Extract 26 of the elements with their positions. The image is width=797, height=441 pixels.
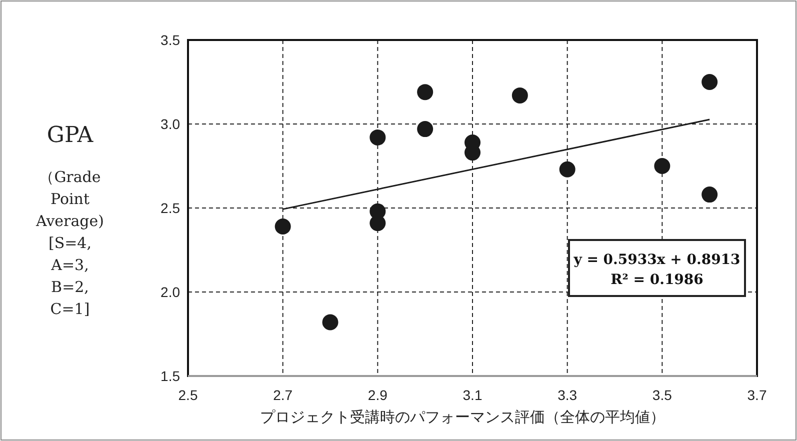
- point: [654, 158, 670, 174]
- point: [559, 161, 576, 178]
- y-axis-title: GPA （Grade Point Average) [S=4, A=3, B=2, C=1]: [34, 123, 104, 318]
- annotation: y = 0.5933x + 0.8913 R² = 0.1986: [572, 252, 740, 288]
- point: [702, 74, 718, 90]
- point: [370, 215, 386, 232]
- x-tick-label: 3.7: [747, 387, 767, 403]
- y-tick-label: 1.5: [160, 368, 180, 384]
- point: [370, 129, 386, 146]
- point: [322, 314, 338, 330]
- point: [274, 218, 291, 234]
- x-tick-label: 3.3: [558, 387, 578, 403]
- y-tick-label: 3.0: [160, 116, 180, 132]
- x-tick-label: 3.1: [462, 387, 482, 403]
- y-tick-label: 2.0: [160, 284, 180, 300]
- x-tick-label: 3.5: [652, 387, 672, 403]
- point: [512, 87, 528, 104]
- point: [417, 84, 434, 100]
- x-axis-title: プロジェクト受講時のパフォーマンス評価（全体の平均値）: [260, 408, 665, 426]
- point: [702, 186, 718, 203]
- point: [417, 121, 434, 138]
- x-tick-label: 2.5: [178, 387, 198, 403]
- y-tick-label: 3.5: [160, 32, 180, 48]
- x-tick-label: 2.9: [368, 387, 388, 403]
- y-tick-label: 2.5: [160, 200, 180, 216]
- x-tick-label: 2.7: [273, 387, 293, 403]
